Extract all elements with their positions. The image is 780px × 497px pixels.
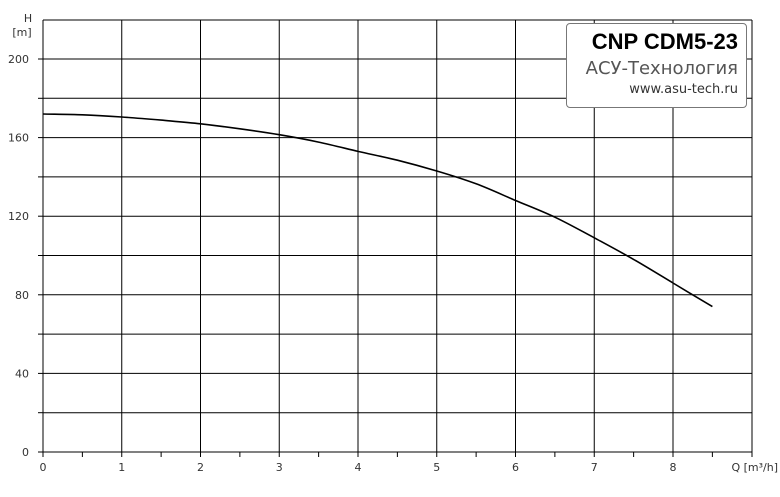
y-tick-label: 80	[15, 289, 29, 302]
series-line	[42, 113, 713, 308]
x-tick-label: 4	[355, 461, 362, 474]
legend-company: АСУ-Технология	[585, 58, 738, 79]
x-tick-label: 1	[118, 461, 125, 474]
legend-box: CNP CDM5-23 АСУ-Технология www.asu-tech.…	[566, 23, 747, 108]
x-tick-label: 2	[197, 461, 204, 474]
y-axis-unit: [m]	[12, 26, 31, 39]
x-tick-label: 7	[591, 461, 598, 474]
legend-url: www.asu-tech.ru	[629, 82, 738, 97]
y-tick-label: 40	[15, 367, 29, 380]
y-tick-label: 0	[22, 446, 29, 459]
y-tick-label: 120	[8, 210, 29, 223]
x-tick-label: 0	[40, 461, 47, 474]
y-tick-label: 200	[8, 53, 29, 66]
x-tick-label: 3	[276, 461, 283, 474]
legend-title: CNP CDM5-23	[591, 29, 738, 54]
x-tick-label: 8	[670, 461, 677, 474]
y-tick-label: 160	[8, 132, 29, 145]
x-axis-label: Q [m³/h]	[731, 461, 778, 474]
x-tick-label: 6	[512, 461, 519, 474]
y-axis-label: H	[24, 12, 32, 25]
x-tick-label: 5	[433, 461, 440, 474]
